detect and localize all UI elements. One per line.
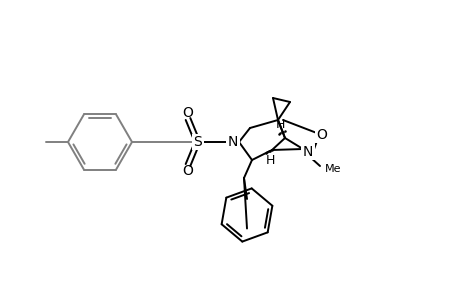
Text: O: O [182, 164, 193, 178]
Text: O: O [182, 106, 193, 120]
Text: N: N [227, 135, 238, 149]
Text: H: H [275, 118, 284, 130]
Text: O: O [316, 128, 327, 142]
Text: S: S [193, 135, 202, 149]
Text: Me: Me [325, 164, 341, 174]
Text: H: H [265, 154, 274, 166]
Text: N: N [302, 145, 313, 159]
